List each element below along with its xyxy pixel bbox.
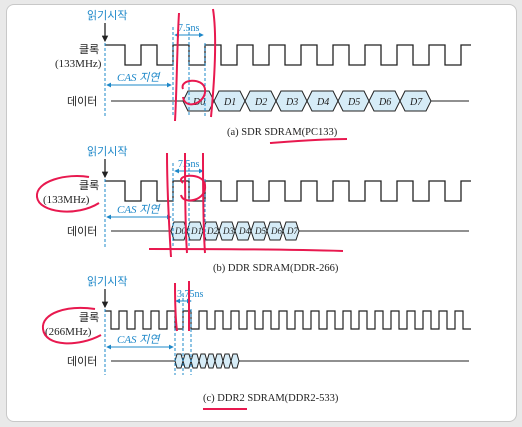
data-item: D5 <box>254 226 266 236</box>
timing-label: 7.5ns <box>178 23 200 34</box>
caption: (b) DDR SDRAM(DDR-266) <box>213 263 339 274</box>
data-bus <box>174 353 469 369</box>
panel-sdr: 읽기시작 클록 (133MHz) 데이터 D0 D1 D2 D3 D4 D5 D… <box>55 9 471 138</box>
clock-freq-label: (133MHz) <box>43 194 90 206</box>
data-item: D5 <box>347 97 360 108</box>
read-start-label: 읽기시작 <box>87 9 127 22</box>
data-bus <box>182 90 469 112</box>
clock-label: 클록 <box>79 179 99 192</box>
read-start-label: 읽기시작 <box>87 145 127 158</box>
clock-waveform <box>105 44 471 66</box>
red-annotations-b <box>35 152 344 258</box>
clock-label: 클록 <box>79 311 99 324</box>
cas-label: CAS 지연 <box>117 71 161 84</box>
timing-label: 3.75ns <box>177 289 204 300</box>
data-label: 데이터 <box>67 355 97 368</box>
clock-label: 클록 <box>79 43 99 56</box>
timing-label: 7.5ns <box>178 159 200 170</box>
data-item: D6 <box>270 226 282 236</box>
red-annotations-a <box>174 8 348 144</box>
caption: (c) DDR2 SDRAM(DDR2-533) <box>203 393 339 404</box>
caption: (a) SDR SDRAM(PC133) <box>227 127 338 138</box>
red-annotations-c <box>41 281 247 410</box>
data-item: D1 <box>190 226 202 236</box>
cas-label: CAS 지연 <box>117 203 161 216</box>
clock-freq-label: (266MHz) <box>45 326 92 338</box>
timing-diagram: 읽기시작 클록 (133MHz) 데이터 D0 D1 D2 D3 D4 D5 D… <box>35 8 471 410</box>
data-item: D4 <box>316 97 329 108</box>
clock-waveform <box>105 310 471 330</box>
data-item: D0 <box>174 226 186 236</box>
data-item: D6 <box>378 97 391 108</box>
data-item: D4 <box>238 226 250 236</box>
clock-waveform <box>105 180 471 202</box>
data-item: D1 <box>223 97 236 108</box>
data-label: 데이터 <box>67 225 97 238</box>
panel-ddr: 읽기시작 클록 (133MHz) 데이터 D0 D1 D2 D3 D4 D5 D… <box>43 145 471 274</box>
read-start-label: 읽기시작 <box>87 275 127 288</box>
data-label: 데이터 <box>67 95 97 108</box>
panel-ddr2: 읽기시작 클록 (266MHz) 데이터 3.75ns CAS 지연 (c) D <box>45 275 471 404</box>
data-item: D3 <box>285 97 298 108</box>
data-item: D3 <box>222 226 234 236</box>
figure-card: 읽기시작 클록 (133MHz) 데이터 D0 D1 D2 D3 D4 D5 D… <box>6 4 517 422</box>
data-item: D2 <box>254 97 267 108</box>
cas-label: CAS 지연 <box>117 333 161 346</box>
clock-freq-label: (133MHz) <box>55 58 102 70</box>
data-item: D7 <box>409 97 423 108</box>
data-item: D7 <box>286 226 298 236</box>
data-bus <box>170 221 469 241</box>
data-item: D2 <box>206 226 218 236</box>
